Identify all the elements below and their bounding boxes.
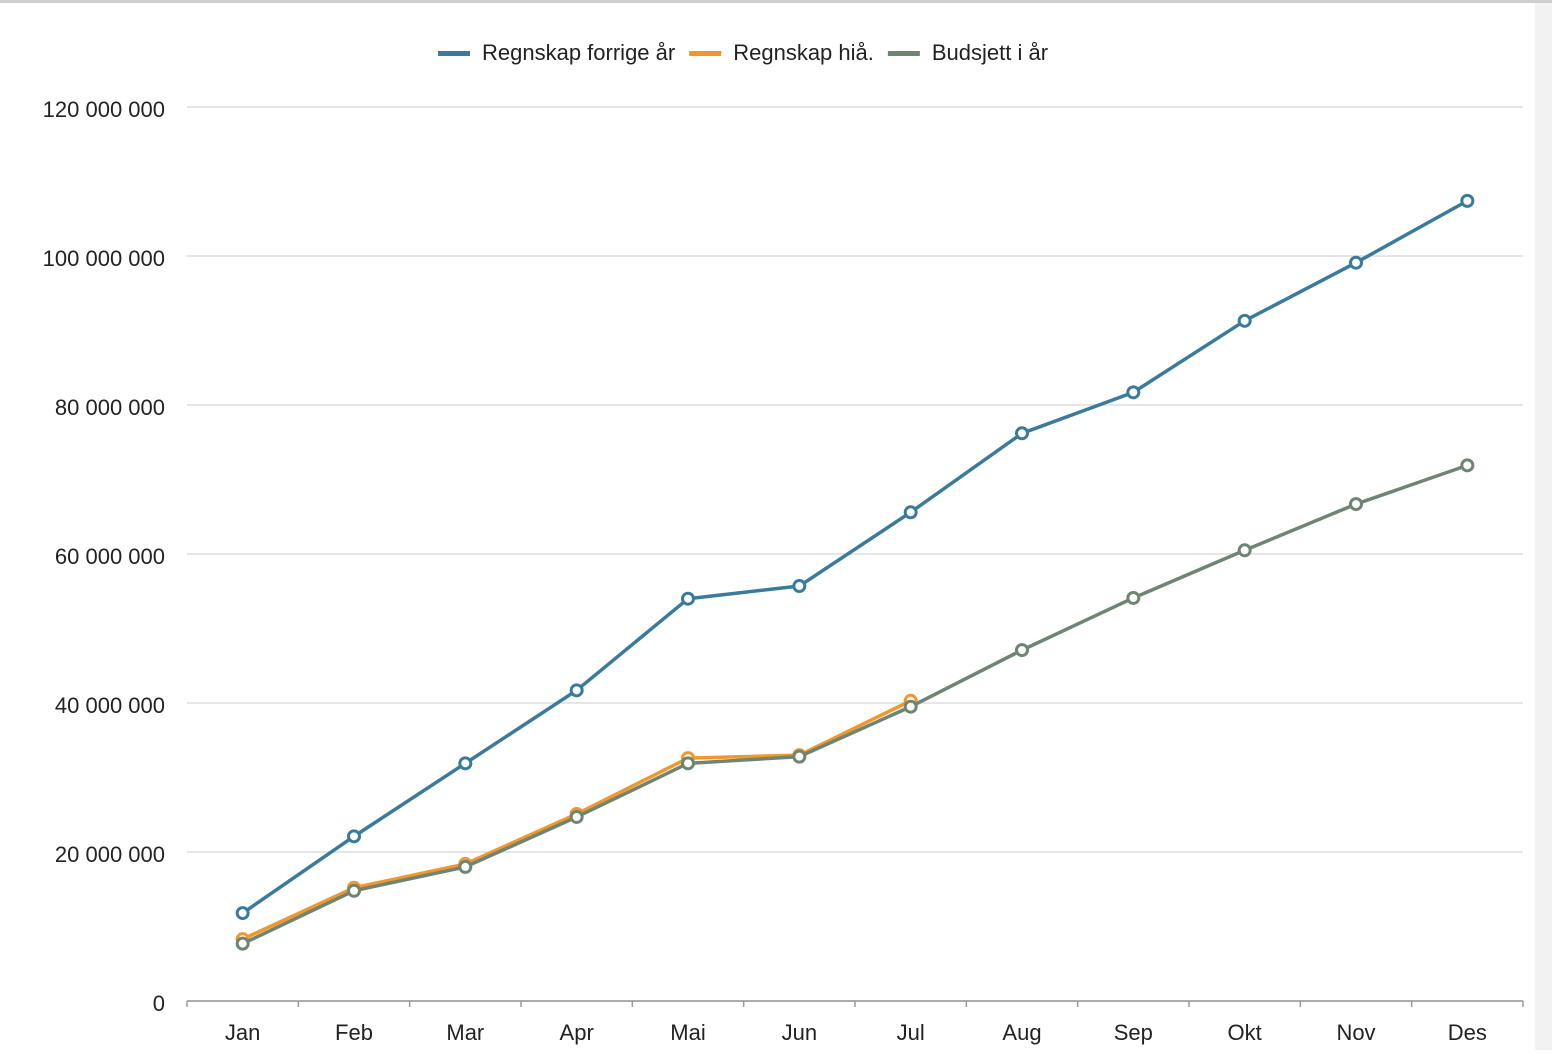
data-point	[681, 756, 695, 771]
data-point	[1237, 313, 1252, 328]
data-point	[1460, 193, 1475, 208]
scrollbar-strip	[1535, 3, 1552, 1050]
x-tick-label: Apr	[560, 1020, 594, 1045]
data-point	[1126, 385, 1141, 400]
x-tick-label: Jul	[897, 1020, 925, 1045]
x-tick-label: Jun	[782, 1020, 817, 1045]
x-tick-label: Nov	[1336, 1020, 1375, 1045]
data-point	[792, 579, 807, 594]
data-point	[458, 859, 473, 874]
data-point	[569, 809, 584, 824]
data-point	[1349, 255, 1363, 270]
x-tick-label: Mai	[670, 1020, 705, 1045]
data-point	[1015, 643, 1029, 658]
top-border	[0, 0, 1552, 3]
data-point	[903, 505, 918, 520]
x-tick-label: Okt	[1228, 1020, 1262, 1045]
x-tick-label: Mar	[446, 1020, 484, 1045]
series-line	[241, 463, 1468, 946]
data-point	[235, 936, 250, 951]
series-line	[241, 199, 1469, 915]
legend-swatch	[438, 51, 470, 56]
data-point	[792, 749, 807, 764]
y-tick-label: 40 000 000	[55, 693, 165, 718]
y-tick-label: 0	[153, 991, 165, 1016]
data-point	[569, 683, 584, 698]
legend-label: Budsjett i år	[932, 40, 1048, 65]
y-tick-label: 120 000 000	[43, 97, 165, 122]
data-point	[347, 829, 361, 844]
x-tick-label: Aug	[1002, 1020, 1041, 1045]
data-point	[1126, 590, 1141, 605]
data-point	[235, 906, 250, 921]
x-tick-label: Sep	[1114, 1020, 1153, 1045]
data-point	[1237, 543, 1252, 558]
data-point	[903, 699, 918, 714]
data-point	[347, 883, 361, 898]
legend-swatch	[887, 51, 920, 56]
y-tick-label: 80 000 000	[55, 395, 165, 420]
data-point	[1015, 426, 1029, 441]
legend-label: Regnskap hiå.	[733, 40, 874, 65]
legend-swatch	[689, 51, 722, 56]
y-tick-label: 20 000 000	[55, 842, 165, 867]
y-tick-label: 60 000 000	[55, 544, 165, 569]
data-point	[458, 756, 473, 771]
x-tick-label: Jan	[225, 1020, 260, 1045]
data-point	[681, 591, 695, 606]
data-point	[1460, 458, 1475, 473]
y-tick-label: 100 000 000	[43, 246, 165, 271]
x-tick-label: Feb	[335, 1020, 373, 1045]
x-tick-label: Des	[1448, 1020, 1487, 1045]
data-point	[1349, 497, 1363, 512]
legend-label: Regnskap forrige år	[482, 40, 675, 65]
